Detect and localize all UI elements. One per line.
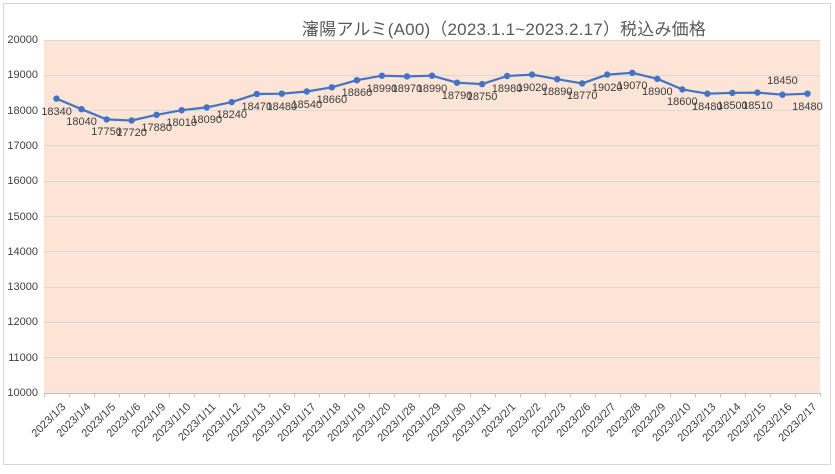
data-label: 18480 bbox=[792, 100, 823, 113]
data-label: 18040 bbox=[66, 116, 97, 129]
data-label: 18340 bbox=[41, 105, 72, 118]
data-label: 17880 bbox=[141, 121, 172, 134]
x-axis-tick bbox=[219, 393, 221, 397]
x-axis-tick bbox=[820, 393, 821, 397]
gridline bbox=[44, 74, 820, 76]
data-label: 19020 bbox=[516, 81, 548, 94]
data-label: 18500 bbox=[717, 99, 748, 112]
data-label: 18750 bbox=[466, 91, 498, 104]
chart-title: 瀋陽アルミ(A00)（2023.1.1~2023.2.17）税込み価格 bbox=[301, 20, 707, 39]
y-axis-tick-label: 19000 bbox=[7, 69, 38, 82]
y-axis-tick-label: 15000 bbox=[7, 210, 38, 223]
x-axis-tick bbox=[769, 393, 771, 397]
x-axis-tick bbox=[419, 393, 421, 397]
x-axis-tick bbox=[694, 393, 696, 397]
x-axis-tick bbox=[194, 393, 196, 397]
x-axis-tick bbox=[119, 393, 121, 397]
data-label: 18770 bbox=[566, 90, 598, 103]
x-axis-tick bbox=[469, 393, 471, 397]
x-axis-line bbox=[44, 393, 821, 394]
y-axis-tick-label: 10000 bbox=[7, 387, 38, 399]
data-label: 18240 bbox=[216, 109, 248, 122]
data-label: 18470 bbox=[241, 101, 273, 113]
x-axis-tick bbox=[744, 393, 746, 397]
data-label: 18990 bbox=[366, 82, 398, 95]
x-axis-tick bbox=[544, 393, 546, 397]
x-axis-tick bbox=[344, 393, 346, 397]
y-axis-tick-label: 16000 bbox=[7, 175, 38, 188]
data-label: 18010 bbox=[166, 117, 197, 130]
gridline bbox=[44, 357, 820, 359]
data-label: 18980 bbox=[491, 83, 523, 95]
y-axis-tick-label: 14000 bbox=[7, 245, 38, 258]
data-label: 18860 bbox=[341, 87, 373, 100]
x-axis-tick bbox=[394, 393, 396, 397]
data-label: 18480 bbox=[266, 100, 298, 113]
x-axis-tick bbox=[319, 393, 321, 397]
gridline bbox=[44, 286, 820, 288]
x-axis-tick bbox=[369, 393, 371, 397]
x-axis-tick bbox=[44, 393, 45, 397]
data-label: 19020 bbox=[591, 81, 623, 94]
x-axis-tick bbox=[144, 393, 146, 397]
gridline bbox=[44, 321, 820, 323]
data-label: 18540 bbox=[291, 98, 323, 111]
data-label: 17750 bbox=[91, 126, 122, 139]
gridline bbox=[44, 251, 820, 253]
data-label: 18450 bbox=[767, 74, 798, 87]
gridline bbox=[44, 39, 820, 41]
x-axis-tick bbox=[244, 393, 246, 397]
data-label: 18510 bbox=[742, 99, 773, 112]
data-label: 17720 bbox=[116, 127, 147, 140]
x-axis-tick bbox=[269, 393, 271, 397]
x-axis-tick bbox=[669, 393, 671, 397]
data-label: 18990 bbox=[416, 82, 448, 95]
y-axis-tick-label: 12000 bbox=[7, 316, 38, 329]
data-label: 18600 bbox=[667, 96, 698, 109]
x-axis-tick bbox=[719, 393, 721, 397]
data-label: 18790 bbox=[441, 89, 473, 102]
x-axis-tick bbox=[494, 393, 496, 397]
y-axis-tick-label: 11000 bbox=[8, 351, 38, 364]
gridline bbox=[44, 180, 820, 182]
x-axis-tick bbox=[794, 393, 796, 397]
y-axis-tick-label: 13000 bbox=[7, 281, 38, 294]
x-axis-tick bbox=[519, 393, 521, 397]
x-axis-tick bbox=[594, 393, 596, 397]
x-axis-tick bbox=[94, 393, 96, 397]
x-axis-tick bbox=[69, 393, 71, 397]
gridline bbox=[44, 216, 820, 217]
data-label: 18660 bbox=[316, 94, 348, 107]
data-label: 18970 bbox=[391, 83, 423, 96]
data-label: 18480 bbox=[692, 100, 723, 113]
x-axis-tick bbox=[619, 393, 621, 397]
data-label: 18090 bbox=[191, 114, 222, 127]
data-label: 18890 bbox=[541, 86, 573, 99]
gridline bbox=[44, 145, 820, 147]
x-axis-tick bbox=[569, 393, 571, 397]
x-axis-tick bbox=[644, 393, 646, 397]
x-axis-tick bbox=[444, 393, 446, 397]
data-label: 19070 bbox=[616, 79, 648, 92]
data-label: 18900 bbox=[641, 85, 673, 98]
x-axis-tick bbox=[169, 393, 171, 397]
y-axis-tick-label: 17000 bbox=[7, 139, 38, 152]
x-axis-tick bbox=[294, 393, 296, 397]
y-axis-tick-label: 20000 bbox=[7, 34, 38, 46]
y-axis-tick-label: 18000 bbox=[7, 104, 38, 117]
